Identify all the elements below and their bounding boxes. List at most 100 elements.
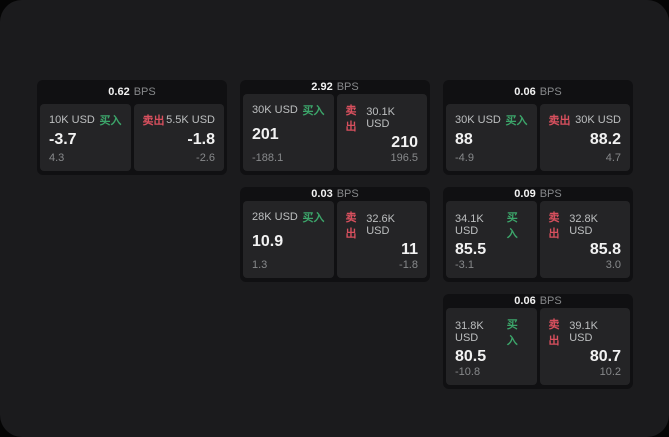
sell-price: 85.8 — [589, 241, 621, 259]
buy-tile-top: 10K USD 买入 — [49, 112, 122, 128]
sell-tile-top: 卖出 30.1K USD — [346, 102, 419, 134]
sell-label: 卖出 — [548, 115, 571, 127]
buy-label: 买入 — [99, 115, 122, 127]
spread-header: 0.09 BPS — [446, 187, 630, 201]
buy-price: 201 — [252, 126, 279, 144]
sell-tile[interactable]: 卖出 30K USD 88.2 4.7 — [539, 104, 630, 171]
sell-tile-top: 卖出 32.8K USD — [549, 209, 622, 241]
spread-value: 2.92 — [311, 81, 333, 94]
sell-price: 88.2 — [589, 131, 621, 149]
sell-amount: 30.1K USD — [366, 106, 395, 131]
buy-delta: -10.8 — [455, 366, 481, 378]
bps-unit-label: BPS — [539, 295, 562, 308]
buy-tile-top: 30K USD 买入 — [455, 112, 528, 128]
quote-card: 0.06 BPS 31.8K USD 买入 80.5 -10.8 卖出 39.1… — [443, 294, 633, 389]
buy-amount: 30K USD — [252, 104, 298, 117]
quote-card: 0.03 BPS 28K USD 买入 10.9 1.3 卖出 32.6K US… — [240, 187, 430, 282]
buy-price: 10.9 — [252, 233, 284, 251]
quote-card-body: 30K USD 买入 88 -4.9 卖出 30K USD 88.2 4.7 — [446, 104, 630, 171]
spread-value: 0.06 — [514, 86, 536, 98]
buy-amount: 34.1K USD — [455, 213, 484, 238]
buy-delta: 4.3 — [49, 152, 65, 164]
buy-amount: 30K USD — [455, 114, 501, 126]
buy-delta: -188.1 — [252, 152, 284, 164]
quote-card: 2.92 BPS 30K USD 买入 201 -188.1 卖出 30.1K … — [240, 80, 430, 175]
buy-price: -3.7 — [49, 131, 77, 149]
bps-unit-label: BPS — [336, 188, 359, 201]
sell-price: -1.8 — [187, 131, 215, 149]
sell-label: 卖出 — [142, 115, 165, 127]
sell-label: 卖出 — [345, 105, 357, 134]
sell-delta: 3.0 — [605, 259, 621, 271]
spread-value: 0.06 — [514, 295, 536, 308]
sell-price: 210 — [391, 134, 418, 152]
buy-tile[interactable]: 31.8K USD 买入 80.5 -10.8 — [446, 308, 537, 385]
spread-header: 0.06 BPS — [446, 294, 630, 308]
buy-tile-top: 30K USD 买入 — [252, 102, 325, 118]
buy-amount: 31.8K USD — [455, 320, 484, 345]
buy-tile-top: 31.8K USD 买入 — [455, 316, 528, 348]
sell-delta: 196.5 — [390, 152, 418, 164]
buy-tile[interactable]: 30K USD 买入 201 -188.1 — [243, 94, 334, 171]
sell-delta: 10.2 — [599, 366, 621, 378]
sell-tile-top: 卖出 30K USD — [549, 112, 622, 128]
sell-amount: 30K USD — [575, 114, 621, 126]
sell-delta: -2.6 — [196, 152, 215, 164]
quote-card-body: 28K USD 买入 10.9 1.3 卖出 32.6K USD 11 -1.8 — [243, 201, 427, 278]
sell-tile-top: 卖出 32.6K USD — [346, 209, 419, 241]
sell-amount: 39.1K USD — [569, 320, 598, 345]
quote-card: 0.06 BPS 30K USD 买入 88 -4.9 卖出 30K USD — [443, 80, 633, 175]
sell-label: 卖出 — [345, 212, 357, 241]
buy-tile[interactable]: 30K USD 买入 88 -4.9 — [446, 104, 537, 171]
spread-value: 0.03 — [311, 188, 333, 201]
buy-label: 买入 — [302, 105, 325, 118]
sell-tile[interactable]: 卖出 39.1K USD 80.7 10.2 — [539, 308, 630, 385]
spread-value: 0.62 — [108, 86, 130, 98]
buy-label: 买入 — [506, 212, 518, 241]
quote-card-body: 30K USD 买入 201 -188.1 卖出 30.1K USD 210 1… — [243, 94, 427, 171]
buy-amount: 28K USD — [252, 211, 298, 224]
buy-delta: -3.1 — [455, 259, 474, 271]
sell-label: 卖出 — [548, 319, 560, 348]
spread-header: 0.62 BPS — [40, 80, 224, 104]
buy-price: 88 — [455, 131, 473, 149]
sell-amount: 5.5K USD — [166, 114, 215, 126]
bps-unit-label: BPS — [539, 188, 562, 201]
buy-tile[interactable]: 34.1K USD 买入 85.5 -3.1 — [446, 201, 537, 278]
sell-tile-top: 卖出 5.5K USD — [143, 112, 216, 128]
buy-delta: -4.9 — [455, 152, 474, 164]
buy-tile-top: 34.1K USD 买入 — [455, 209, 528, 241]
sell-tile[interactable]: 卖出 30.1K USD 210 196.5 — [336, 94, 427, 171]
sell-tile-top: 卖出 39.1K USD — [549, 316, 622, 348]
bps-unit-label: BPS — [133, 86, 156, 98]
buy-label: 买入 — [302, 212, 325, 225]
quote-card: 0.09 BPS 34.1K USD 买入 85.5 -3.1 卖出 32.8K… — [443, 187, 633, 282]
sell-price: 11 — [401, 241, 418, 259]
buy-tile[interactable]: 10K USD 买入 -3.7 4.3 — [40, 104, 131, 171]
spread-header: 0.03 BPS — [243, 187, 427, 201]
quote-card-body: 34.1K USD 买入 85.5 -3.1 卖出 32.8K USD 85.8… — [446, 201, 630, 278]
spread-header: 2.92 BPS — [243, 80, 427, 94]
sell-amount: 32.8K USD — [569, 213, 598, 238]
buy-label: 买入 — [505, 115, 528, 127]
quote-card-body: 10K USD 买入 -3.7 4.3 卖出 5.5K USD -1.8 -2.… — [40, 104, 224, 171]
buy-delta: 1.3 — [252, 259, 268, 271]
sell-tile[interactable]: 卖出 32.8K USD 85.8 3.0 — [539, 201, 630, 278]
spread-header: 0.06 BPS — [446, 80, 630, 104]
spread-value: 0.09 — [514, 188, 536, 201]
buy-price: 85.5 — [455, 241, 487, 259]
quote-grid: 0.62 BPS 10K USD 买入 -3.7 4.3 卖出 5.5K USD — [37, 80, 633, 389]
bps-unit-label: BPS — [539, 86, 562, 98]
sell-delta: 4.7 — [605, 152, 621, 164]
buy-tile-top: 28K USD 买入 — [252, 209, 325, 225]
sell-price: 80.7 — [589, 348, 621, 366]
sell-tile[interactable]: 卖出 32.6K USD 11 -1.8 — [336, 201, 427, 278]
buy-price: 80.5 — [455, 348, 487, 366]
sell-tile[interactable]: 卖出 5.5K USD -1.8 -2.6 — [133, 104, 224, 171]
quote-card: 0.62 BPS 10K USD 买入 -3.7 4.3 卖出 5.5K USD — [37, 80, 227, 175]
buy-label: 买入 — [506, 319, 518, 348]
buy-tile[interactable]: 28K USD 买入 10.9 1.3 — [243, 201, 334, 278]
sell-label: 卖出 — [548, 212, 560, 241]
sell-amount: 32.6K USD — [366, 213, 395, 238]
